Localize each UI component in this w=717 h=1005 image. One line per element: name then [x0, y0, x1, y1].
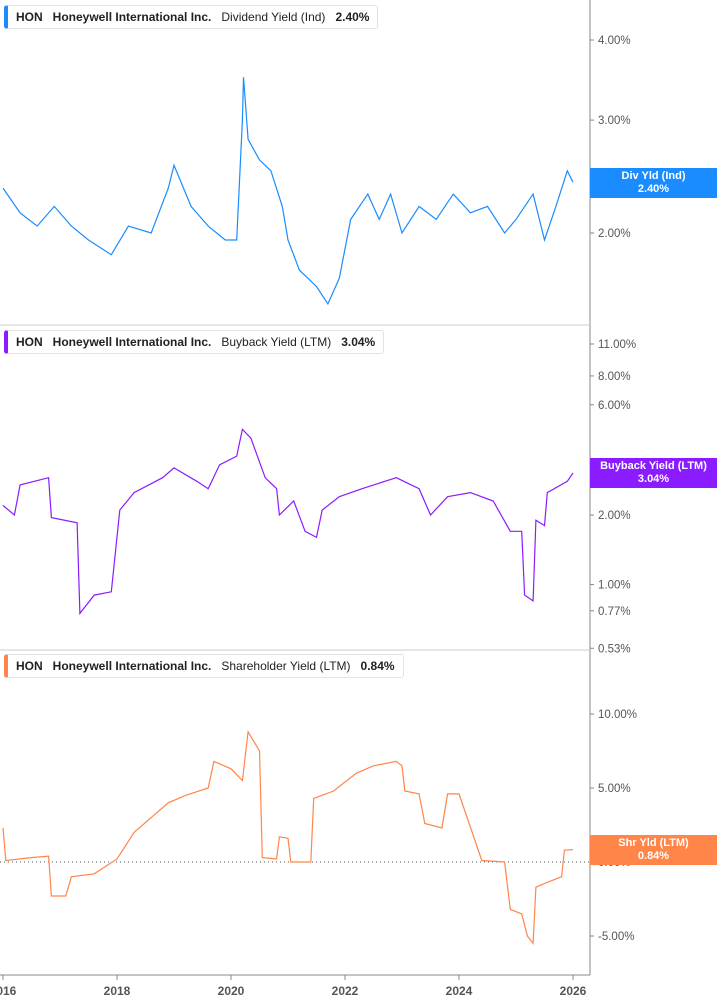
- badge-value: 3.04%: [637, 473, 670, 485]
- y-tick-label: 8.00%: [598, 371, 631, 383]
- value: 2.40%: [335, 10, 370, 24]
- series-line-1: [2, 428, 574, 616]
- y-tick-label: 2.00%: [598, 510, 631, 522]
- y-tick-label: 3.00%: [598, 115, 631, 127]
- x-tick-label: 2016: [0, 984, 17, 998]
- badge-value: 2.40%: [637, 183, 670, 195]
- ticker: HON: [16, 659, 43, 673]
- panel-header-buyback: HON Honeywell International Inc. Buyback…: [4, 330, 385, 354]
- panel-header-shareholder: HON Honeywell International Inc. Shareho…: [4, 654, 404, 678]
- company: Honeywell International Inc.: [52, 10, 212, 24]
- y-tick-label: 10.00%: [598, 709, 637, 721]
- y-tick-label: 2.00%: [598, 228, 631, 240]
- y-tick-label: 5.00%: [598, 783, 631, 795]
- value-badge-buyback: Buyback Yield (LTM) 3.04%: [590, 458, 717, 488]
- x-tick-label: 2020: [218, 984, 245, 998]
- panel-header-dividend: HON Honeywell International Inc. Dividen…: [4, 5, 379, 29]
- y-tick-label: -5.00%: [598, 931, 634, 943]
- badge-value: 0.84%: [637, 850, 670, 862]
- company: Honeywell International Inc.: [52, 659, 212, 673]
- company: Honeywell International Inc.: [52, 335, 212, 349]
- y-tick-label: 11.00%: [598, 339, 636, 351]
- metric: Dividend Yield (Ind): [221, 10, 326, 24]
- ticker: HON: [16, 335, 43, 349]
- value: 0.84%: [360, 659, 395, 673]
- value-badge-shareholder: Shr Yld (LTM) 0.84%: [590, 835, 717, 865]
- badge-label: Buyback Yield (LTM): [600, 460, 707, 472]
- x-tick-label: 2026: [560, 984, 587, 998]
- value: 3.04%: [341, 335, 376, 349]
- x-tick-label: 2022: [332, 984, 359, 998]
- y-tick-label: 6.00%: [598, 400, 631, 412]
- badge-label: Shr Yld (LTM): [618, 837, 689, 849]
- y-tick-label: 4.00%: [598, 35, 631, 47]
- y-tick-label: 0.53%: [598, 643, 631, 655]
- badge-label: Div Yld (Ind): [621, 170, 686, 182]
- x-tick-label: 2024: [446, 984, 473, 998]
- series-line-2: [2, 729, 574, 946]
- y-tick-label: 1.00%: [598, 580, 631, 592]
- metric: Shareholder Yield (LTM): [221, 659, 351, 673]
- x-tick-label: 2018: [104, 984, 131, 998]
- metric: Buyback Yield (LTM): [221, 335, 332, 349]
- value-badge-dividend: Div Yld (Ind) 2.40%: [590, 168, 717, 198]
- series-line-0: [2, 77, 574, 306]
- ticker: HON: [16, 10, 43, 24]
- y-tick-label: 0.77%: [598, 606, 631, 618]
